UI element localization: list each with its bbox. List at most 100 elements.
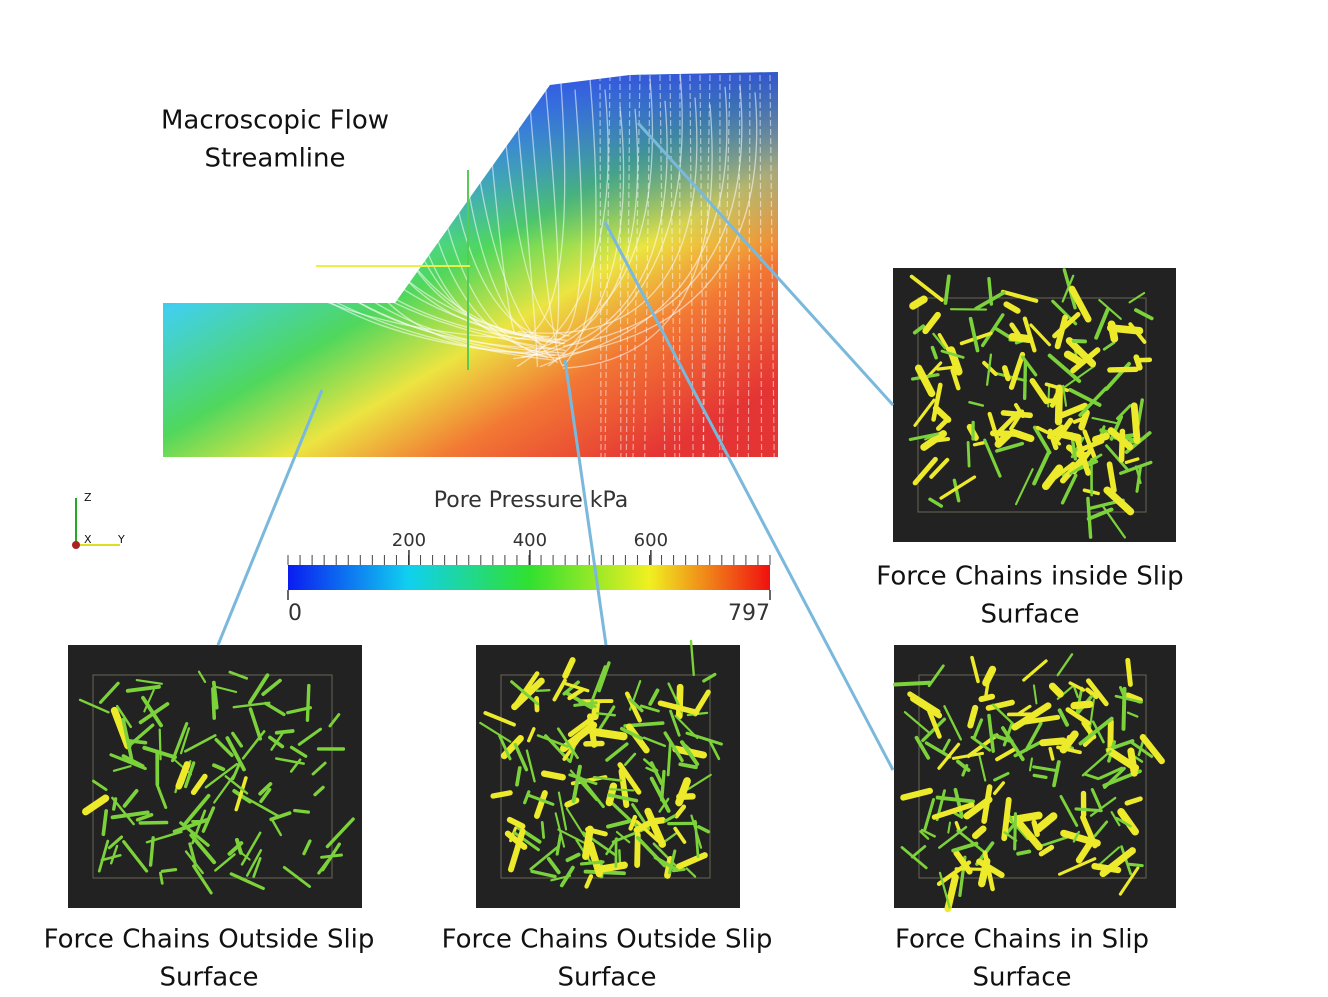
force-chain	[135, 679, 163, 685]
force-chain	[584, 874, 594, 889]
force-chain	[302, 839, 312, 856]
force-chain	[1106, 461, 1117, 494]
force-chain	[190, 773, 208, 796]
force-chain	[582, 825, 594, 861]
force-chain	[1074, 807, 1103, 813]
force-chain	[248, 673, 270, 705]
force-chain	[985, 353, 993, 386]
force-chain	[912, 324, 926, 335]
streamline	[544, 80, 560, 341]
force-chain	[910, 845, 927, 859]
force-chain	[1017, 704, 1032, 716]
force-chain	[328, 713, 341, 728]
panel-caption: Surface	[972, 963, 1071, 993]
force-chain	[953, 787, 964, 818]
force-chain	[1085, 687, 1099, 700]
force-chain	[197, 670, 207, 684]
force-chain	[97, 839, 110, 873]
force-chain	[240, 831, 262, 866]
force-chain	[1126, 711, 1139, 718]
force-chain	[232, 701, 271, 709]
streamline	[759, 74, 763, 457]
force-chain	[100, 854, 122, 862]
force-chain	[213, 770, 238, 804]
force-chain	[668, 849, 677, 875]
force-chain	[1003, 831, 1018, 842]
force-chain	[931, 802, 975, 820]
force-chain	[657, 700, 700, 716]
force-chain	[598, 705, 616, 730]
force-chain	[91, 779, 108, 791]
force-chain	[950, 368, 961, 391]
force-chain	[286, 706, 313, 715]
force-chain	[920, 828, 936, 838]
force-chain	[227, 841, 244, 856]
streamline	[702, 74, 711, 457]
force-chain	[615, 830, 631, 844]
title: Streamline	[205, 144, 346, 174]
force-chain	[1001, 726, 1025, 762]
force-chain	[229, 872, 265, 891]
force-chain	[664, 814, 677, 823]
force-chain	[211, 687, 217, 720]
force-chain	[552, 678, 567, 702]
force-chain	[939, 475, 977, 500]
streamline	[562, 85, 743, 347]
force-chain	[968, 316, 980, 353]
force-chain	[311, 761, 327, 776]
force-chain	[1048, 682, 1064, 698]
force-chain	[660, 769, 666, 802]
force-chain	[1114, 694, 1143, 704]
force-chain	[115, 704, 133, 729]
streamline	[555, 86, 728, 360]
force-chain	[952, 478, 961, 503]
force-chain	[923, 798, 936, 833]
tick-label: 200	[392, 530, 426, 551]
force-chain	[214, 738, 234, 758]
force-chain	[903, 711, 932, 735]
force-chain	[78, 698, 110, 714]
force-chain	[674, 804, 687, 819]
force-chain	[963, 796, 993, 820]
colorbar: Pore Pressure kPa 0 200 400 600 797	[287, 488, 771, 626]
title: Macroscopic Flow	[161, 106, 389, 136]
force-chain	[1124, 692, 1143, 704]
force-chain	[483, 711, 516, 727]
force-chain	[1022, 659, 1048, 682]
force-chain	[1056, 745, 1082, 755]
streamline	[604, 74, 611, 457]
force-chain	[289, 758, 302, 773]
colorbar-label: Pore Pressure kPa	[434, 488, 628, 513]
force-chain	[951, 841, 979, 853]
force-chain	[122, 789, 139, 808]
force-chain	[1118, 866, 1140, 896]
force-chain	[927, 664, 945, 688]
force-chain	[526, 793, 555, 806]
force-chain	[1032, 684, 1038, 705]
force-chain	[565, 852, 581, 863]
streamline	[539, 72, 683, 368]
force-chain	[639, 704, 660, 713]
force-chain	[1078, 386, 1108, 417]
force-chain	[579, 776, 605, 809]
force-chain	[179, 727, 191, 755]
streamline	[644, 74, 651, 457]
force-chain	[1013, 812, 1017, 851]
force-chain	[557, 791, 568, 831]
force-chain	[1091, 432, 1110, 444]
force-chain	[663, 731, 684, 763]
force-chain	[983, 673, 991, 700]
y-label: Y	[117, 533, 125, 546]
force-chain	[562, 657, 576, 679]
force-chain	[523, 790, 531, 805]
force-chain	[1062, 365, 1096, 389]
force-chain	[1047, 353, 1082, 384]
force-chain	[565, 807, 586, 838]
force-chain	[1022, 316, 1037, 353]
force-chain	[556, 727, 579, 760]
force-chain	[618, 849, 622, 866]
streamline	[747, 74, 751, 457]
force-chain	[506, 816, 526, 830]
streamline	[554, 89, 583, 341]
force-chain	[921, 717, 947, 743]
